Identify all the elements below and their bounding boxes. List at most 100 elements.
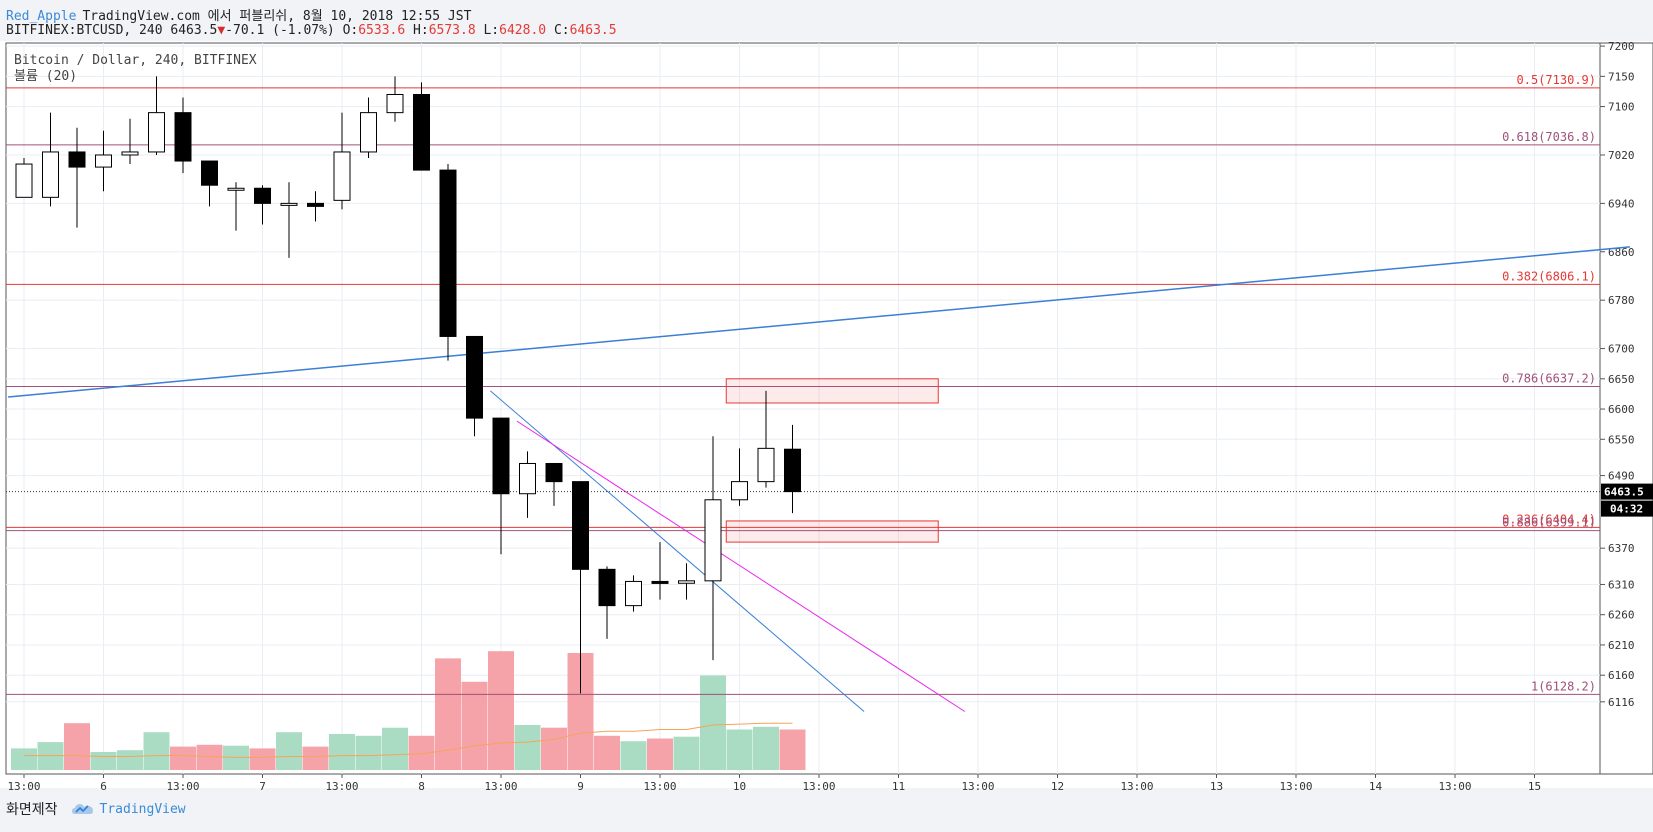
high-value: 6573.8	[428, 23, 476, 38]
made-by-label: 화면제작	[6, 802, 58, 818]
time-tick-label: 6	[100, 780, 107, 793]
open-label: O:	[342, 23, 359, 38]
candle-body	[227, 187, 245, 191]
symbol-label: BITFINEX:BTCUSD, 240	[6, 23, 163, 38]
countdown-badge	[1601, 500, 1653, 517]
volume-bar	[647, 738, 673, 770]
fib-level-label: 1(6128.2)	[1531, 679, 1596, 693]
volume-bar	[488, 651, 514, 770]
candle-body	[784, 448, 801, 493]
highlight-zone	[725, 520, 939, 543]
trendline	[516, 420, 966, 712]
time-tick-label: 13:00	[1120, 780, 1153, 793]
price-tick-label: 6490	[1608, 470, 1635, 483]
volume-bar	[541, 727, 567, 770]
candle-body	[625, 580, 642, 607]
footer: 화면제작 TradingView	[6, 799, 186, 819]
price-tick-label: 6650	[1608, 373, 1635, 386]
price-tick-label: 6940	[1608, 197, 1635, 210]
volume-bar	[170, 746, 196, 770]
volume-bar	[594, 735, 620, 770]
close-value: 6463.5	[569, 23, 617, 38]
price-tick-label: 6260	[1608, 609, 1635, 622]
candle-body	[68, 151, 86, 168]
candle-body	[598, 568, 616, 607]
price-tick-label: 6780	[1608, 294, 1635, 307]
fib-level-label: 0.5(7130.9)	[1517, 73, 1596, 87]
open-value: 6533.6	[358, 23, 406, 38]
price-tick-label: 6210	[1608, 639, 1635, 652]
time-tick-label: 13:00	[802, 780, 835, 793]
price-tick-label: 6550	[1608, 433, 1635, 446]
candle-body	[466, 335, 483, 419]
volume-bar	[726, 729, 753, 770]
volume-bar	[90, 752, 117, 770]
time-tick-label: 13:00	[961, 780, 994, 793]
time-tick-label: 13	[1210, 780, 1223, 793]
price-change: -70.1 (-1.07%)	[225, 23, 335, 38]
candle-body	[413, 93, 430, 171]
volume-bar	[302, 746, 329, 770]
time-tick-label: 13:00	[643, 780, 676, 793]
time-tick-label: 13:00	[325, 780, 358, 793]
volume-bar	[382, 727, 408, 770]
tradingview-brand-link[interactable]: TradingView	[99, 801, 186, 817]
time-tick-label: 13:00	[7, 780, 40, 793]
volume-bar	[355, 735, 382, 770]
fib-level-label: 0.618(7036.8)	[1502, 130, 1596, 144]
candle-body	[15, 163, 33, 198]
time-tick-label: 13:00	[1279, 780, 1312, 793]
candle-body	[439, 169, 457, 337]
volume-bar	[435, 658, 461, 770]
symbol-header: BITFINEX:BTCUSD, 240 6463.5▼-70.1 (-1.07…	[6, 23, 617, 38]
chart-title: Bitcoin / Dollar, 240, BITFINEX	[14, 53, 257, 68]
volume-bar	[753, 726, 779, 770]
candle-body	[148, 112, 165, 153]
publish-header: Red_Apple TradingView.com 에서 퍼블리쉬, 8월 10,…	[6, 5, 471, 24]
fib-level-label: 0.236(6404.4)	[1502, 512, 1596, 526]
price-tick-label: 6310	[1608, 578, 1635, 591]
price-tick-label: 6600	[1608, 403, 1635, 416]
candle-body	[174, 112, 192, 162]
author-link[interactable]: Red_Apple	[6, 9, 77, 24]
candle-body	[572, 481, 589, 570]
volume-bar	[64, 723, 90, 770]
price-tick-label: 6370	[1608, 542, 1635, 555]
volume-bar	[700, 675, 726, 770]
price-tick-label: 7150	[1608, 70, 1635, 83]
volume-bar	[249, 748, 276, 770]
fib-level-label: 0.886(6399.1)	[1502, 516, 1596, 530]
last-price: 6463.5	[170, 23, 218, 38]
last-price-badge-label: 6463.5	[1604, 486, 1644, 499]
time-tick-label: 11	[892, 780, 905, 793]
time-tick-label: 7	[259, 780, 266, 793]
time-tick-label: 13:00	[484, 780, 517, 793]
volume-bar	[620, 741, 647, 770]
time-tick-label: 8	[418, 780, 425, 793]
candle-body	[95, 154, 112, 168]
volume-bar	[329, 734, 355, 770]
candle-body	[360, 112, 377, 153]
candle-body	[280, 202, 298, 206]
price-tick-label: 6160	[1608, 669, 1635, 682]
candle-body	[121, 151, 139, 156]
candle-body	[492, 417, 510, 495]
price-tick-label: 7100	[1608, 101, 1635, 114]
candle-body	[757, 447, 775, 483]
volume-bar	[143, 732, 170, 770]
price-axis	[1599, 42, 1653, 775]
candle-body	[254, 187, 271, 204]
time-tick-label: 10	[733, 780, 746, 793]
plot-frame	[5, 42, 1601, 775]
candle-body	[307, 202, 324, 207]
candle-body	[42, 151, 59, 198]
tradingview-cloud-icon	[71, 804, 93, 814]
candle-body	[201, 160, 218, 186]
candle-body	[333, 151, 351, 201]
time-tick-label: 12	[1051, 780, 1064, 793]
fib-level-label: 0.382(6806.1)	[1502, 269, 1596, 283]
time-tick-label: 9	[577, 780, 584, 793]
candle-body	[519, 462, 536, 495]
